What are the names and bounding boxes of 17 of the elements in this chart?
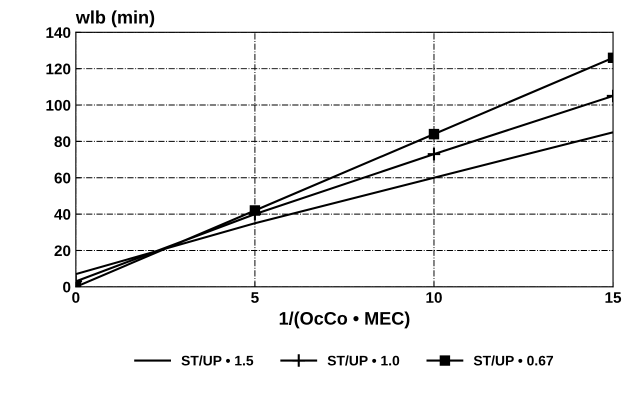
y-tick-label: 40 [54, 208, 70, 220]
legend-label: ST/UP • 1.0 [328, 355, 400, 366]
x-tick-label: 0 [72, 292, 80, 303]
x-tick-label: 5 [251, 292, 259, 303]
x-tick-label: 10 [426, 292, 442, 303]
y-tick-label: 60 [54, 172, 70, 184]
legend-label: ST/UP • 1.5 [181, 355, 254, 366]
x-tick-label: 15 [606, 292, 622, 303]
y-axis-title: wlb (min) [76, 10, 154, 28]
x-axis-title: 1/(OcCo • MEC) [280, 312, 410, 328]
y-tick-label: 0 [63, 282, 70, 293]
y-tick-label: 20 [54, 245, 70, 256]
y-tick-label: 140 [46, 27, 70, 38]
y-tick-label: 120 [46, 64, 70, 74]
legend-label: ST/UP • 0.67 [474, 355, 554, 366]
y-tick-label: 80 [54, 136, 70, 148]
y-tick-label: 100 [46, 100, 70, 111]
